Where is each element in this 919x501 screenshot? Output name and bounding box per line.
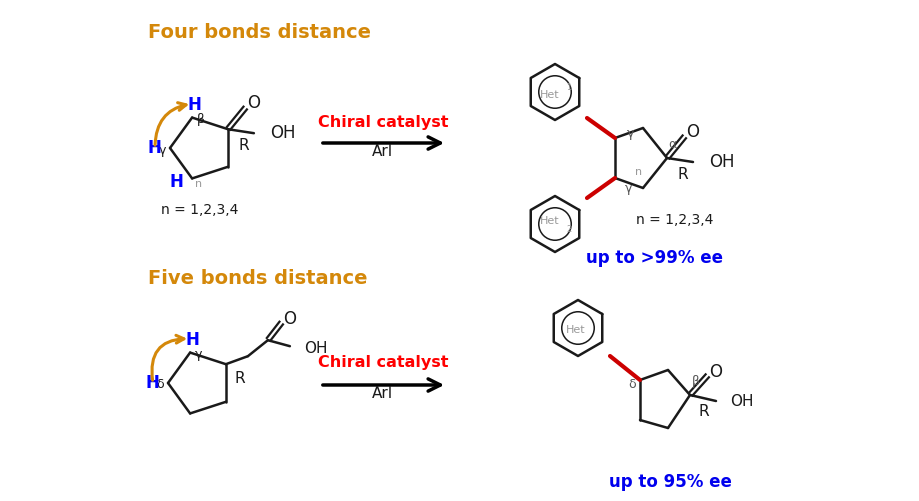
Text: n = 1,2,3,4: n = 1,2,3,4 [636, 213, 713, 227]
Text: Five bonds distance: Five bonds distance [148, 269, 367, 288]
Text: Het: Het [539, 90, 559, 100]
Text: OH: OH [709, 153, 733, 171]
Text: β: β [197, 113, 205, 126]
Text: O: O [709, 363, 721, 381]
Text: n = 1,2,3,4: n = 1,2,3,4 [161, 203, 238, 217]
Text: O: O [247, 94, 260, 112]
Text: γ: γ [158, 143, 165, 156]
Text: R: R [234, 371, 245, 386]
Text: ArI: ArI [372, 385, 393, 400]
Text: Chiral catalyst: Chiral catalyst [317, 115, 448, 129]
Text: H: H [147, 139, 161, 157]
Text: 1: 1 [566, 83, 571, 92]
Text: H: H [187, 96, 201, 114]
Text: up to >99% ee: up to >99% ee [586, 249, 722, 267]
Text: Het: Het [565, 325, 585, 335]
Text: γ: γ [625, 181, 632, 194]
Text: n: n [194, 179, 201, 189]
Text: OH: OH [303, 341, 327, 356]
Text: H: H [185, 331, 199, 349]
Text: β: β [691, 375, 699, 387]
Text: Four bonds distance: Four bonds distance [148, 23, 370, 42]
Text: up to 95% ee: up to 95% ee [607, 473, 731, 491]
Text: H: H [169, 173, 183, 191]
Text: γ: γ [195, 348, 202, 361]
Text: H: H [145, 374, 159, 392]
Text: R: R [238, 138, 249, 153]
Text: Het: Het [539, 216, 559, 226]
Text: O: O [283, 310, 296, 328]
Text: ArI: ArI [372, 143, 393, 158]
Text: n: n [635, 167, 641, 177]
Text: OH: OH [729, 393, 753, 408]
Text: R: R [698, 403, 709, 418]
Text: 2: 2 [566, 224, 571, 233]
Text: Chiral catalyst: Chiral catalyst [317, 356, 448, 371]
Text: δ: δ [156, 378, 164, 391]
Text: δ: δ [628, 378, 635, 391]
Text: γ: γ [627, 126, 634, 139]
Text: α: α [667, 137, 675, 150]
Text: OH: OH [269, 124, 295, 142]
Text: O: O [686, 123, 698, 141]
Text: R: R [677, 166, 687, 181]
